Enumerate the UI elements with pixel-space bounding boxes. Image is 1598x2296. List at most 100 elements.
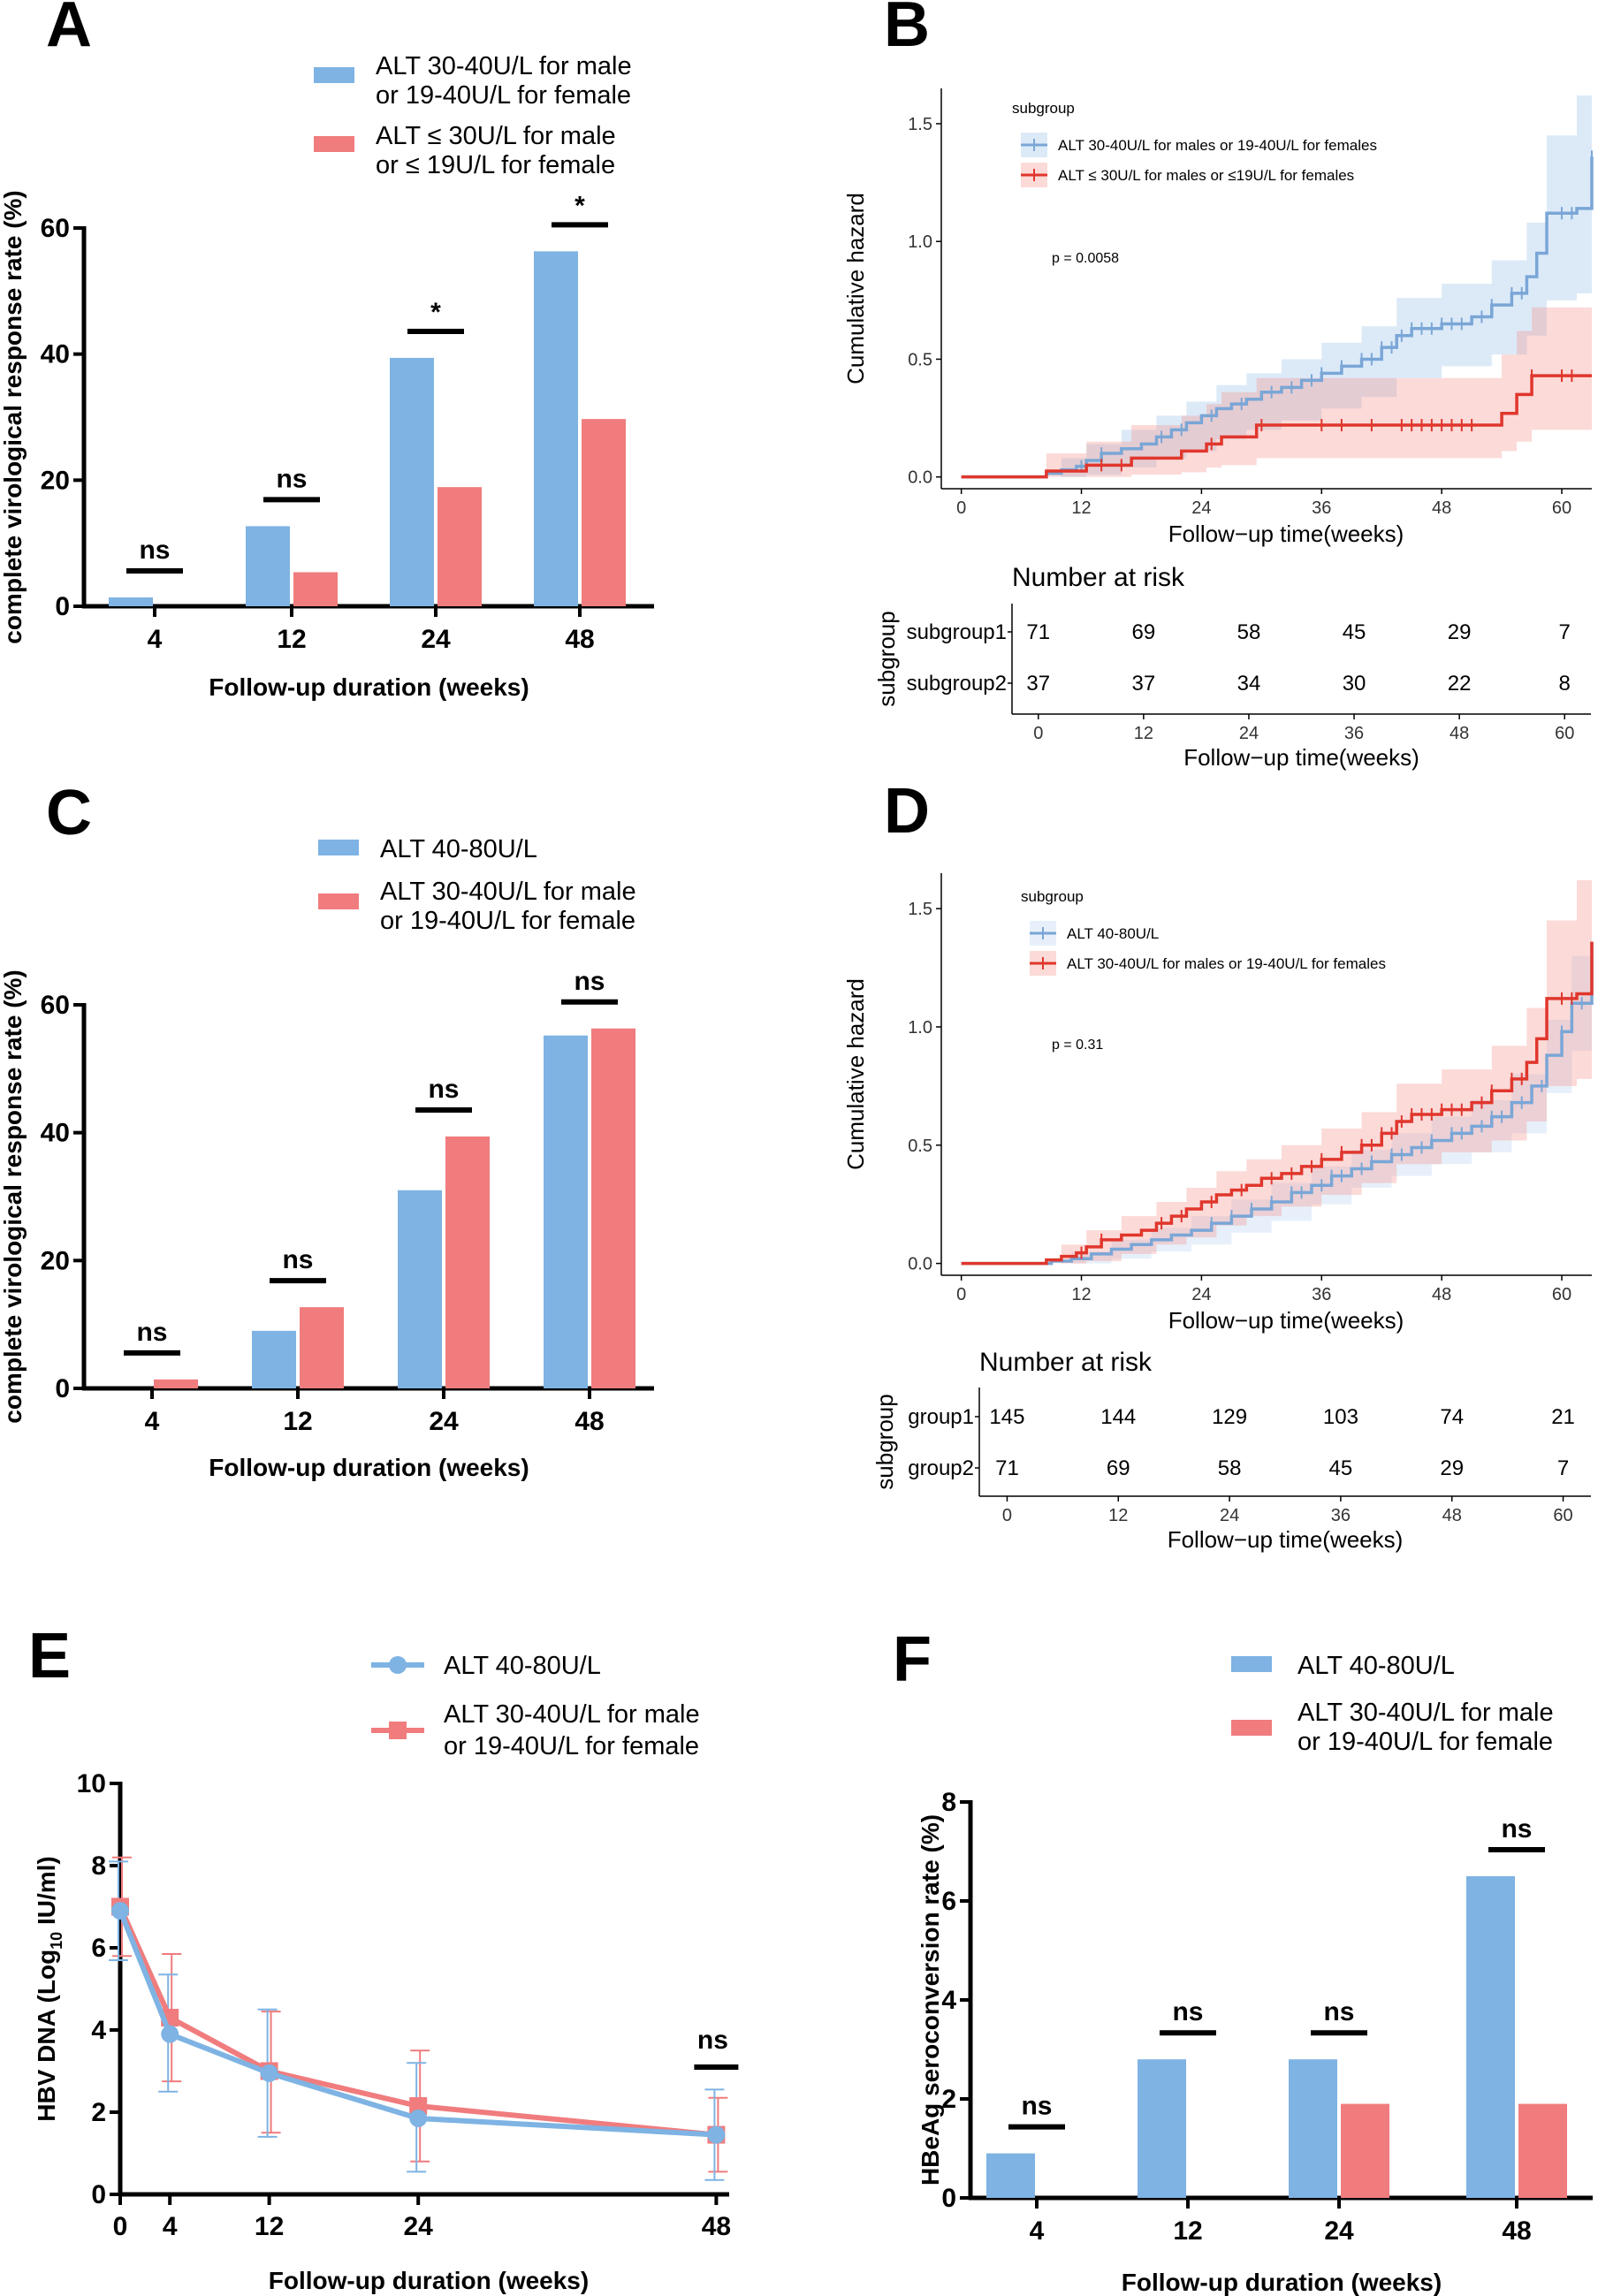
y-tick-label: 40: [41, 1119, 70, 1148]
data-point-circle: [260, 2064, 278, 2082]
panel-label-a: A: [46, 0, 92, 60]
risk-row-label: group1: [908, 1405, 974, 1429]
risk-x-tick-label: 24: [1239, 724, 1259, 743]
y-axis-label-main: HBV DNA (Log: [33, 1950, 60, 2122]
legend-label-2: ALT 30-40U/L for male: [380, 878, 636, 906]
panel-E: E ALT 40-80U/L ALT 30-40U/L for male or 19-…: [28, 1621, 739, 2294]
significance-label: ns: [139, 536, 170, 565]
legend: subgroup ALT 30-40U/L for males or 19-40U…: [1012, 100, 1377, 187]
risk-table-title: Number at risk: [1012, 563, 1185, 592]
y-tick-label: 20: [41, 1246, 70, 1275]
y-tick-label: 2: [91, 2098, 106, 2127]
data-point-square: [409, 2097, 428, 2116]
risk-value: 144: [1100, 1405, 1136, 1429]
legend-marker-2: [389, 1722, 407, 1739]
bar-blue-wk48: [544, 1035, 588, 1388]
legend-label-1: ALT 40-80U/L: [1067, 925, 1159, 942]
risk-value: 8: [1559, 672, 1571, 696]
x-tick-label: 48: [1432, 1285, 1451, 1304]
risk-value: 37: [1026, 672, 1050, 696]
risk-x-axis-label: Follow−up time(weeks): [1168, 1526, 1404, 1553]
x-tick-label: 24: [1191, 498, 1211, 518]
x-tick-label: 0: [956, 498, 966, 518]
bar-red-wk48: [591, 1028, 635, 1388]
y-tick-label: 0.0: [908, 468, 932, 488]
panel-label-d: D: [884, 776, 930, 847]
x-axis-label: Follow-up duration (weeks): [209, 1454, 529, 1481]
x-tick-label: 12: [277, 625, 306, 654]
bar-blue-wk48: [534, 251, 578, 606]
panel-D: D 0.0 0.5 1.0 1.5 0 12 24 36 48 60 Cumulative hazar…: [842, 776, 1594, 1553]
x-tick-label: 4: [163, 2212, 178, 2241]
legend-label-1: ALT 40-80U/L: [1297, 1652, 1455, 1680]
ci-band-subgroup2: [961, 260, 1592, 477]
p-value: p = 0.31: [1052, 1038, 1103, 1053]
panel-B: B 0.0 0.5 1.0 1.5 0 12 24 36 48 60 Cumulative hazar…: [842, 0, 1594, 771]
legend-label-2: ALT 30-40U/L for males or 19-40U/L for f…: [1067, 955, 1386, 972]
risk-value: 30: [1343, 672, 1366, 696]
x-tick-label: 12: [1173, 2216, 1202, 2246]
risk-row-label: group2: [908, 1456, 974, 1480]
risk-row-label: subgroup1: [907, 620, 1007, 644]
risk-table-title: Number at risk: [979, 1348, 1153, 1377]
panel-label-c: C: [46, 778, 92, 848]
legend-label-2: ALT ≤ 30U/L for male: [376, 122, 616, 150]
bar-red-wk24: [445, 1137, 490, 1388]
bar-red-wk12: [300, 1307, 344, 1388]
x-tick-label: 48: [565, 625, 594, 654]
x-axis-label: Follow-up duration (weeks): [1122, 2269, 1442, 2296]
legend-label-1: ALT 40-80U/L: [444, 1652, 601, 1680]
y-axis-label-end: IU/ml): [33, 1856, 60, 1932]
bar-blue-wk24: [398, 1190, 442, 1388]
y-tick-label: 1.5: [908, 115, 932, 134]
y-axis-label: complete virological response rate (%): [0, 190, 27, 644]
y-axis-label: HBV DNA (Log10 IU/ml): [33, 1856, 65, 2122]
risk-value: 29: [1440, 1456, 1464, 1480]
y-tick-label: 10: [77, 1769, 106, 1798]
significance-label: ns: [428, 1075, 459, 1104]
legend-label-1: ALT 30-40U/L for males or 19-40U/L for f…: [1058, 137, 1377, 154]
legend-marker-1: [389, 1656, 407, 1674]
significance-label: ns: [1172, 1997, 1203, 2026]
risk-x-tick-label: 48: [1442, 1506, 1462, 1525]
risk-value: 45: [1329, 1456, 1353, 1480]
significance-label: *: [575, 191, 585, 220]
y-tick-label: 60: [41, 991, 70, 1020]
significance-label: ns: [1021, 2092, 1052, 2121]
y-tick-label: 8: [91, 1851, 106, 1881]
x-tick-label: 48: [1432, 498, 1451, 518]
bar-blue-wk12: [252, 1330, 296, 1388]
x-axis-label: Follow−up time(weeks): [1168, 1307, 1404, 1334]
risk-x-tick-label: 12: [1134, 724, 1153, 743]
y-tick-label: 0: [55, 1374, 70, 1403]
y-tick-label: 4: [941, 1986, 956, 2015]
bars: ns ns ns ns: [986, 1814, 1567, 2198]
ci-band-subgroup1: [961, 95, 1592, 477]
x-tick-label: 12: [1071, 1285, 1091, 1304]
risk-y-axis-label: subgroup: [871, 1394, 898, 1489]
risk-value: 58: [1237, 620, 1261, 644]
y-tick-label: 1.5: [908, 900, 932, 919]
bar-red-wk48: [582, 419, 626, 606]
data-point-circle: [111, 1902, 129, 1920]
y-tick-label: 4: [91, 2016, 106, 2045]
risk-table: Number at risk 0 12 24 36 48 60 Follow−up time(…: [873, 563, 1591, 771]
significance-label: ns: [697, 2026, 728, 2055]
legend-label-2: ALT 30-40U/L for male: [1297, 1699, 1554, 1727]
risk-x-tick-label: 60: [1555, 724, 1574, 743]
p-value: p = 0.0058: [1052, 251, 1119, 266]
risk-value: 69: [1132, 620, 1156, 644]
axes: 0 20 40 60 4 12 24 48: [41, 214, 654, 654]
legend-title: subgroup: [1021, 888, 1084, 905]
y-tick-label: 0.5: [908, 1137, 932, 1156]
x-tick-label: 4: [145, 1407, 160, 1436]
significance-label: *: [430, 298, 441, 327]
significance-label: ns: [136, 1318, 167, 1347]
legend: subgroup ALT 40-80U/L ALT 30-40U/L for mal…: [1021, 888, 1386, 976]
y-tick-label: 0: [91, 2180, 106, 2209]
y-tick-label: 6: [91, 1934, 106, 1963]
